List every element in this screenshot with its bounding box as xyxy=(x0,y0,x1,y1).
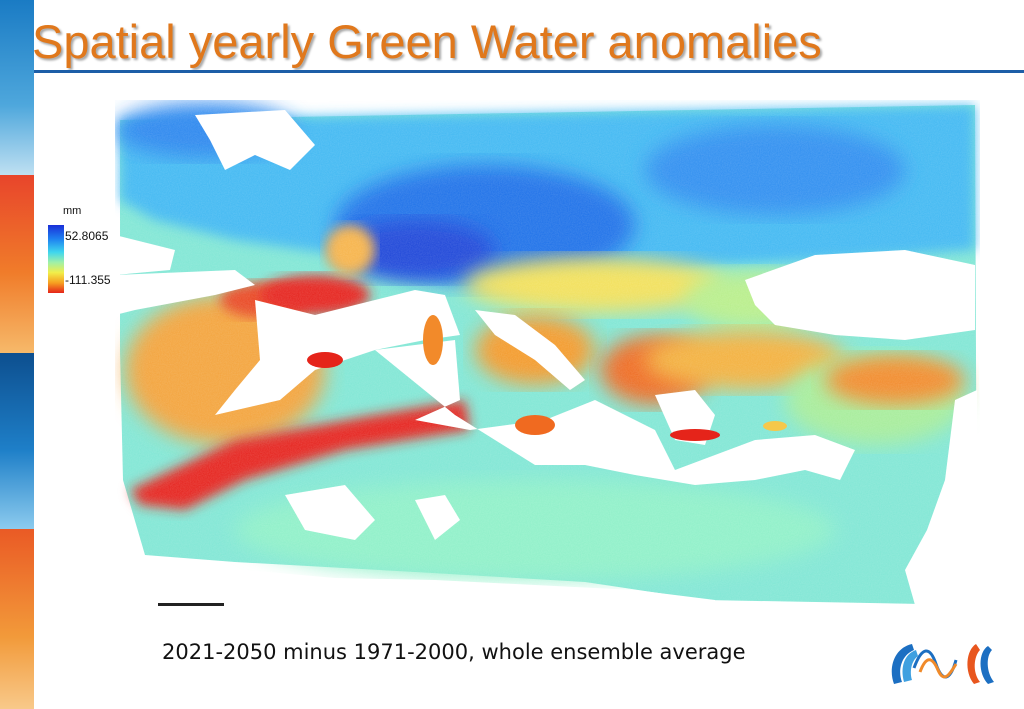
slide-caption: 2021-2050 minus 1971-2000, whole ensembl… xyxy=(162,640,746,664)
legend-min-label: -111.355 xyxy=(65,273,111,287)
legend-color-ramp xyxy=(48,225,64,293)
side-band-orange-bottom xyxy=(0,529,34,709)
map-scale-bar xyxy=(158,603,224,606)
slide-title: Spatial yearly Green Water anomalies xyxy=(32,15,822,68)
side-band-blue-top xyxy=(0,0,34,175)
legend-unit-label: mm xyxy=(63,205,82,217)
map-legend: mm 52.8065 -111.355 xyxy=(48,205,158,295)
side-band-orange xyxy=(0,175,34,353)
sea-mask xyxy=(115,110,977,605)
organization-logo xyxy=(884,638,1004,690)
legend-max-label: 52.8065 xyxy=(65,229,109,243)
anomaly-map xyxy=(115,100,980,605)
side-band-blue xyxy=(0,353,34,529)
title-underline xyxy=(34,70,1024,73)
side-decoration xyxy=(0,0,34,709)
islands xyxy=(307,315,787,441)
